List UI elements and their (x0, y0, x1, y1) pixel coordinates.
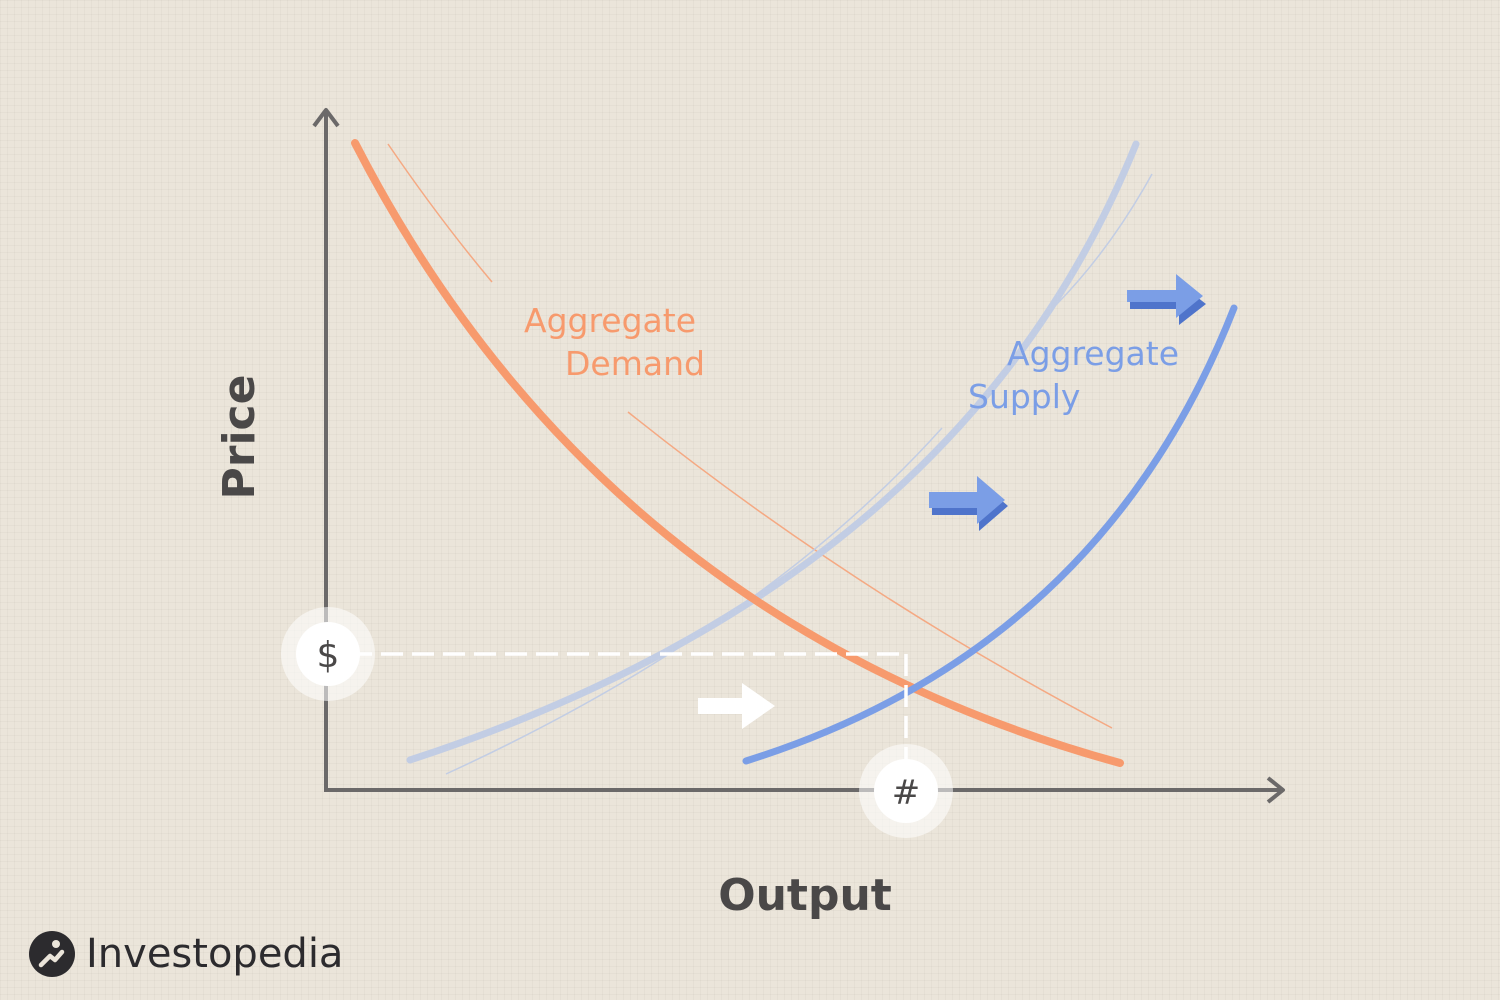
demand-label-line2: Demand (565, 344, 705, 383)
brand-name: Investopedia (86, 931, 344, 977)
supply-curve-shifted (742, 304, 1238, 765)
shift-arrow-white (698, 683, 775, 729)
shift-arrow-blue-middle (929, 476, 1008, 531)
shift-arrow-blue-top (1127, 274, 1206, 325)
y-axis-title: Price (214, 375, 265, 500)
price-marker: $ (281, 607, 375, 701)
price-marker-symbol: $ (317, 635, 340, 676)
supply-curve-original (406, 140, 1140, 764)
chart-axes (312, 108, 1285, 804)
quantity-marker: # (859, 744, 953, 838)
x-axis-title: Output (718, 870, 892, 921)
x-axis-arrowhead (1266, 776, 1285, 804)
supply-curve-shadow-upper (1055, 173, 1153, 306)
supply-label-line1: Aggregate (1007, 334, 1179, 373)
demand-curve-shadow-upper (387, 143, 493, 283)
demand-curve (351, 139, 1124, 767)
demand-label-line1: Aggregate (524, 301, 696, 340)
quantity-marker-symbol: # (892, 773, 921, 813)
demand-curve-shadow-lower (627, 411, 1113, 729)
supply-label-line2: Supply (968, 377, 1080, 416)
y-axis-arrowhead (312, 108, 340, 128)
investopedia-logo-icon (29, 931, 75, 977)
investopedia-brand: Investopedia (28, 926, 343, 982)
